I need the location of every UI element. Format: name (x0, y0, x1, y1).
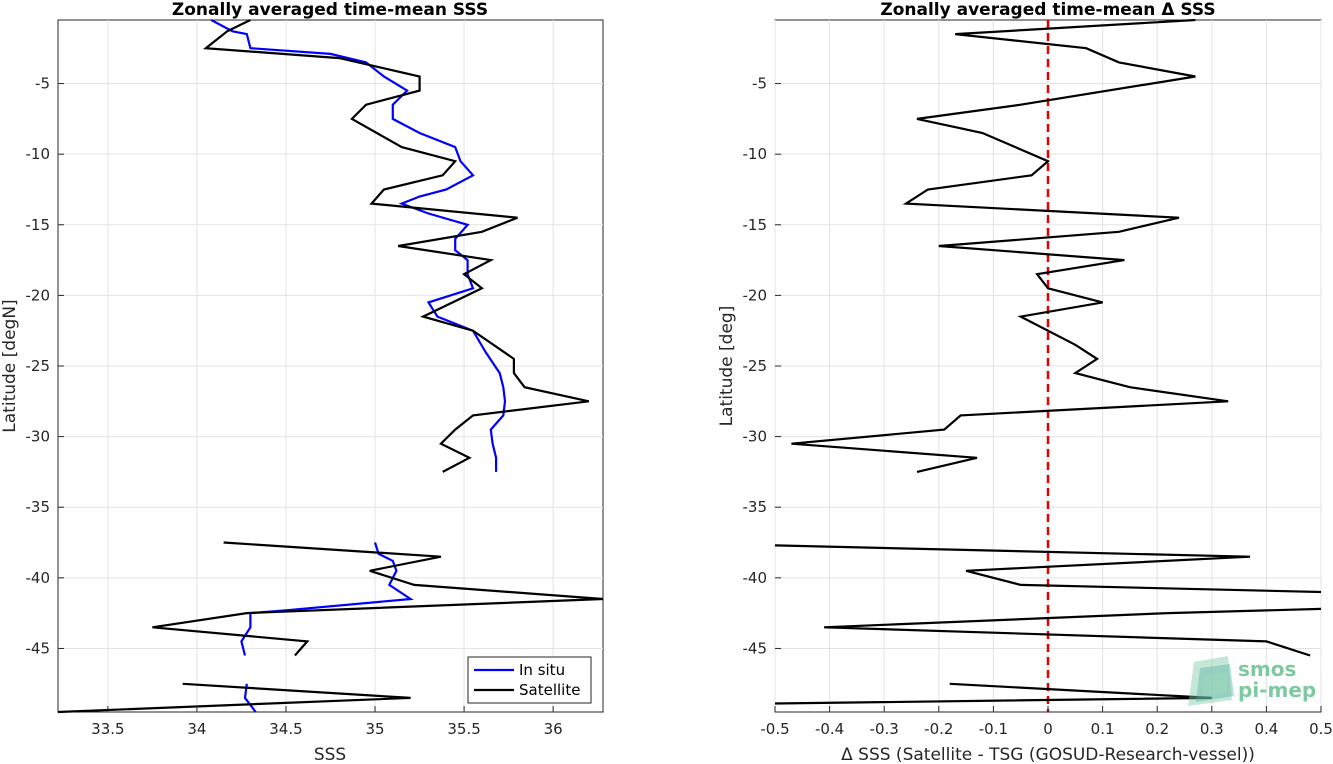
sss-satellite-line (202, 19, 590, 473)
smos-pi-mep-logo: smos pi-mep (1188, 656, 1316, 706)
legend: In situ Satellite (467, 656, 592, 704)
delta-sss-x-tick-label: 0.5 (1309, 720, 1333, 738)
legend-box (467, 656, 592, 704)
sss-y-tick-label: -5 (35, 75, 50, 93)
delta-sss-y-label: Latitude [deg] (717, 306, 737, 427)
delta-sss-x-tick-label: 0.4 (1254, 720, 1278, 738)
delta-sss-x-tick-label: -0.4 (815, 720, 844, 738)
delta-sss-x-tick-label: 0.2 (1145, 720, 1169, 738)
sss-title: Zonally averaged time-mean SSS (172, 0, 488, 20)
delta-sss-y-tick-label: -35 (743, 498, 768, 516)
sss-y-tick-label: -15 (26, 216, 51, 234)
sss-y-tick-label: -40 (26, 569, 51, 587)
delta-sss-series (774, 18, 1322, 705)
sss-y-label: Latitude [degN] (0, 299, 20, 432)
sss-satellite-line (152, 541, 604, 657)
delta-sss-x-label: Δ SSS (Satellite - TSG (GOSUD-Research-v… (841, 745, 1255, 764)
delta-sss-y-tick-label: -10 (743, 145, 768, 163)
sss-x-label: SSS (314, 745, 346, 764)
sss-x-ticks: 33.5 34 34.5 35 35.5 36 (91, 706, 563, 738)
sss-panel: 33.5 34 34.5 35 35.5 36 -5-10-15-20-25-30-35-… (0, 0, 604, 764)
sss-x-tick-label: 35 (365, 720, 384, 738)
sss-x-tick-label: 33.5 (91, 720, 124, 738)
sss-x-tick-label: 35.5 (447, 720, 480, 738)
sss-grid (58, 20, 603, 712)
sss-x-tick-label: 34.5 (269, 720, 302, 738)
logo-text-pi-mep: pi-mep (1238, 678, 1316, 702)
delta-sss-x-tick-label: 0.1 (1091, 720, 1115, 738)
delta-sss-y-ticks: -5 -10 -15 -20 -25 -30 -35 -40 -45 (743, 75, 781, 657)
delta-sss-x-tick-label: -0.3 (870, 720, 899, 738)
sss-y-tick-label: -45 (26, 639, 51, 657)
delta-sss-title: Zonally averaged time-mean Δ SSS (880, 0, 1215, 20)
logo-shape-3 (1202, 672, 1228, 696)
sss-in-situ-line (240, 542, 414, 656)
delta-sss-x-ticks: -0.5 -0.4 -0.3 -0.2 -0.1 0 0.1 0.2 0.3 0.4 0.5 (760, 706, 1333, 738)
delta-sss-y-tick-label: -45 (743, 639, 768, 657)
sss-x-tick-label: 36 (544, 720, 563, 738)
sss-y-tick-label: -20 (26, 286, 51, 304)
delta-sss-x-tick-label: -0.2 (924, 720, 953, 738)
logo-text-smos: smos (1238, 657, 1296, 681)
delta-sss-panel: -0.5 -0.4 -0.3 -0.2 -0.1 0 0.1 0.2 0.3 0.4 0.5 -5-… (717, 0, 1333, 764)
delta-sss-delta-line (774, 682, 1212, 705)
delta-sss-x-tick-label: 0 (1043, 720, 1053, 738)
sss-y-tick-label: -35 (26, 498, 51, 516)
legend-satellite-label: Satellite (519, 681, 580, 699)
delta-sss-delta-line (824, 607, 1322, 657)
delta-sss-delta-line (791, 18, 1229, 473)
sss-satellite-line (57, 682, 411, 714)
delta-sss-y-tick-label: -5 (752, 75, 767, 93)
sss-y-tick-label: -25 (26, 357, 51, 375)
sss-y-tick-label: -30 (26, 428, 51, 446)
sss-series (57, 19, 604, 714)
delta-sss-delta-line (774, 544, 1322, 594)
sss-y-ticks: -5 -10 -15 -20 -25 -30 -35 -40 -45 (26, 75, 64, 657)
delta-sss-y-tick-label: -15 (743, 216, 768, 234)
delta-sss-y-tick-label: -25 (743, 357, 768, 375)
sss-y-tick-label: -10 (26, 145, 51, 163)
delta-sss-x-tick-label: -0.1 (979, 720, 1008, 738)
delta-sss-y-tick-label: -40 (743, 569, 768, 587)
sss-in-situ-line (210, 19, 507, 472)
delta-sss-y-tick-label: -20 (743, 286, 768, 304)
delta-sss-x-tick-label: 0.3 (1200, 720, 1224, 738)
delta-sss-x-tick-label: -0.5 (760, 720, 789, 738)
legend-in-situ-label: In situ (519, 661, 565, 679)
sss-x-tick-label: 34 (187, 720, 206, 738)
delta-sss-y-tick-label: -30 (743, 428, 768, 446)
